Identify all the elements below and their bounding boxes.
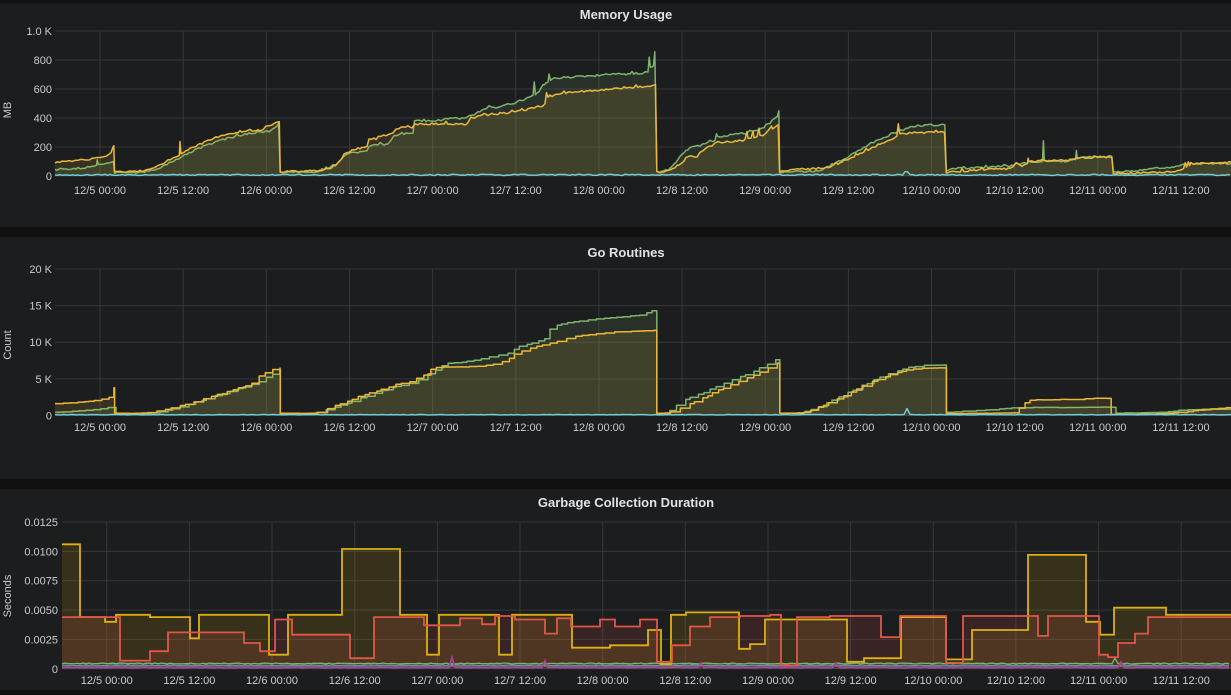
svg-text:12/5 12:00: 12/5 12:00 (157, 185, 209, 197)
svg-text:12/8 12:00: 12/8 12:00 (659, 675, 711, 687)
svg-text:12/6 12:00: 12/6 12:00 (323, 185, 375, 197)
svg-text:Count: Count (2, 330, 14, 359)
svg-text:1.0 K: 1.0 K (26, 26, 52, 38)
svg-text:12/8 12:00: 12/8 12:00 (656, 185, 708, 197)
svg-text:12/5 12:00: 12/5 12:00 (163, 675, 215, 687)
svg-text:12/10 00:00: 12/10 00:00 (904, 675, 962, 687)
svg-text:0.0075: 0.0075 (24, 576, 58, 588)
svg-text:12/5 00:00: 12/5 00:00 (74, 185, 126, 197)
svg-text:12/10 00:00: 12/10 00:00 (902, 185, 960, 197)
svg-text:12/9 12:00: 12/9 12:00 (822, 185, 874, 197)
svg-text:10 K: 10 K (29, 337, 52, 349)
svg-text:12/10 00:00: 12/10 00:00 (902, 422, 960, 434)
svg-text:12/11 12:00: 12/11 12:00 (1152, 422, 1209, 434)
svg-text:12/11 12:00: 12/11 12:00 (1153, 675, 1210, 687)
svg-text:12/6 12:00: 12/6 12:00 (323, 422, 375, 434)
svg-text:12/9 12:00: 12/9 12:00 (822, 422, 874, 434)
svg-text:12/11 00:00: 12/11 00:00 (1069, 185, 1126, 197)
svg-text:12/6 00:00: 12/6 00:00 (246, 675, 298, 687)
svg-text:12/9 00:00: 12/9 00:00 (739, 185, 791, 197)
svg-text:20 K: 20 K (29, 264, 52, 276)
svg-text:600: 600 (34, 84, 52, 96)
svg-text:12/8 00:00: 12/8 00:00 (577, 675, 629, 687)
svg-text:12/8 12:00: 12/8 12:00 (656, 422, 708, 434)
svg-text:800: 800 (34, 55, 52, 67)
svg-text:12/10 12:00: 12/10 12:00 (986, 422, 1044, 434)
svg-text:12/10 12:00: 12/10 12:00 (987, 675, 1045, 687)
svg-text:0: 0 (46, 171, 52, 183)
svg-text:12/5 00:00: 12/5 00:00 (81, 675, 133, 687)
svg-text:12/8 00:00: 12/8 00:00 (573, 422, 625, 434)
svg-text:12/7 00:00: 12/7 00:00 (407, 422, 459, 434)
svg-text:12/6 00:00: 12/6 00:00 (240, 422, 292, 434)
svg-text:Seconds: Seconds (2, 574, 14, 617)
svg-text:12/7 12:00: 12/7 12:00 (490, 422, 542, 434)
svg-text:12/9 00:00: 12/9 00:00 (739, 422, 791, 434)
svg-text:12/5 00:00: 12/5 00:00 (74, 422, 126, 434)
svg-text:12/6 12:00: 12/6 12:00 (329, 675, 381, 687)
svg-text:400: 400 (34, 113, 52, 125)
svg-text:12/6 00:00: 12/6 00:00 (240, 185, 292, 197)
svg-text:12/10 12:00: 12/10 12:00 (986, 185, 1044, 197)
svg-text:MB: MB (2, 102, 14, 119)
svg-text:0.0125: 0.0125 (24, 517, 58, 529)
svg-text:0: 0 (46, 411, 52, 423)
svg-text:12/9 00:00: 12/9 00:00 (742, 675, 794, 687)
svg-text:12/7 00:00: 12/7 00:00 (411, 675, 463, 687)
svg-text:12/11 00:00: 12/11 00:00 (1070, 675, 1127, 687)
svg-text:0.0050: 0.0050 (24, 605, 58, 617)
svg-text:200: 200 (34, 142, 52, 154)
svg-text:0: 0 (52, 664, 58, 676)
svg-text:12/5 12:00: 12/5 12:00 (157, 422, 209, 434)
svg-text:5 K: 5 K (35, 374, 52, 386)
svg-text:12/11 00:00: 12/11 00:00 (1069, 422, 1126, 434)
svg-text:12/11 12:00: 12/11 12:00 (1152, 185, 1209, 197)
svg-text:Garbage Collection Duration: Garbage Collection Duration (538, 495, 714, 510)
svg-text:12/8 00:00: 12/8 00:00 (573, 185, 625, 197)
svg-text:15 K: 15 K (29, 301, 52, 313)
svg-text:Go Routines: Go Routines (587, 245, 664, 260)
svg-text:0.0025: 0.0025 (24, 634, 58, 646)
svg-text:12/7 00:00: 12/7 00:00 (407, 185, 459, 197)
svg-text:0.0100: 0.0100 (24, 546, 58, 558)
svg-text:12/7 12:00: 12/7 12:00 (494, 675, 546, 687)
svg-text:Memory Usage: Memory Usage (580, 7, 672, 22)
svg-text:12/7 12:00: 12/7 12:00 (490, 185, 542, 197)
svg-text:12/9 12:00: 12/9 12:00 (825, 675, 877, 687)
